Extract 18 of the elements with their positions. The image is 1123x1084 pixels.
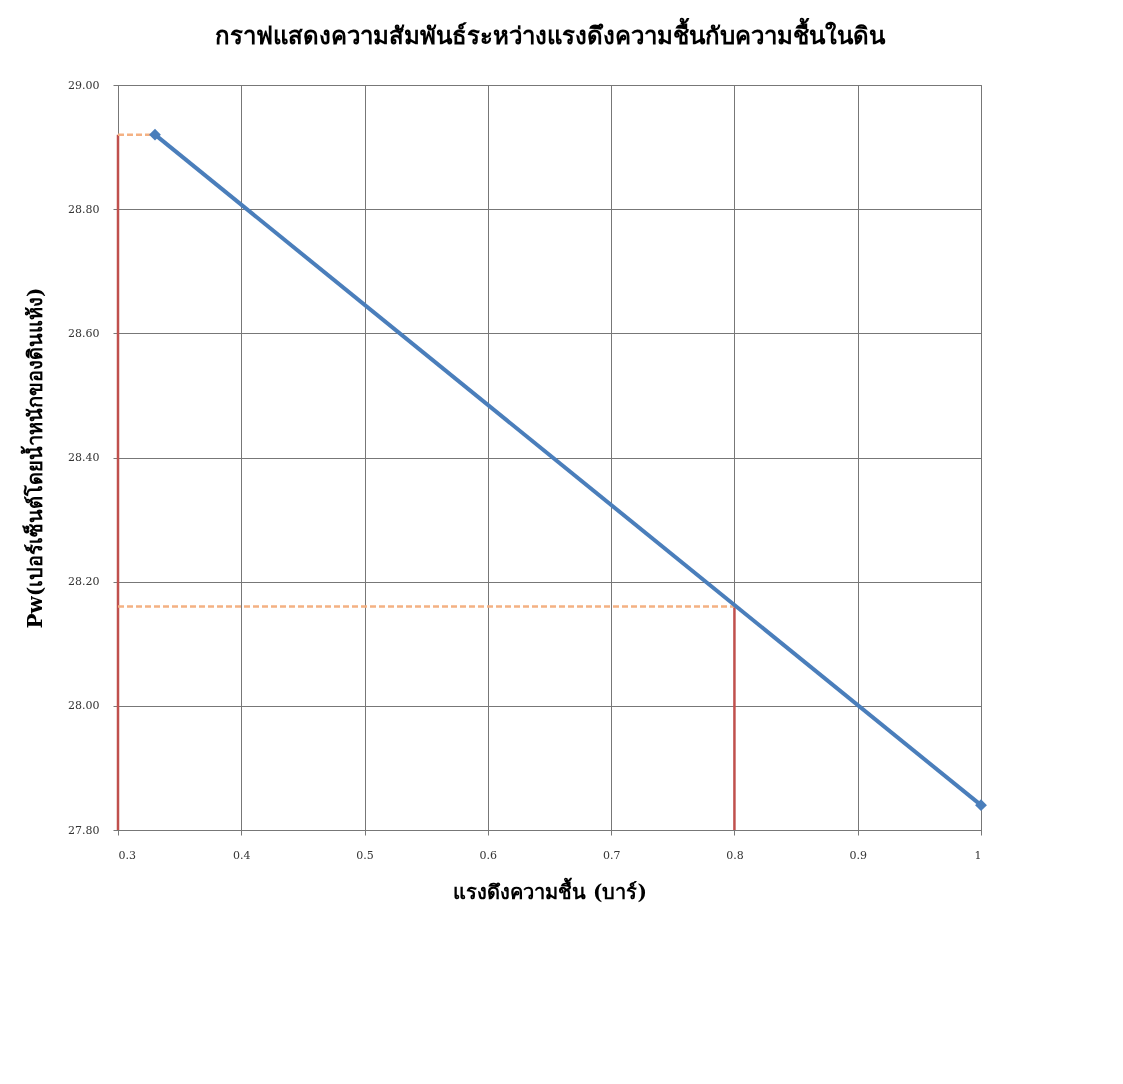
y-tick-label: 27.80 xyxy=(68,823,100,837)
x-axis-title: แรงดึงความชื้น (บาร์) xyxy=(453,876,647,904)
y-tick-label: 28.20 xyxy=(68,575,100,589)
y-axis-title: Pw(เปอร์เซ็นต์โดยน้ำหนักของดินแห้ง) xyxy=(20,287,48,629)
x-tick-label: 0.4 xyxy=(233,848,251,862)
x-tick-label: 1 xyxy=(974,848,982,862)
x-tick-label: 0.5 xyxy=(356,848,374,862)
chart-title: กราฟแสดงความสัมพันธ์ระหว่างแรงดึงความชื้นกับความชื้นในดิน xyxy=(214,17,886,50)
y-tick-label: 29.00 xyxy=(68,78,100,92)
x-tick-label: 0.3 xyxy=(118,848,136,862)
y-tick-label: 28.80 xyxy=(68,202,100,216)
x-tick-label: 0.9 xyxy=(849,848,867,862)
y-tick-label: 28.60 xyxy=(68,326,100,340)
y-tick-label: 28.40 xyxy=(68,451,100,464)
x-tick-label: 0.8 xyxy=(726,848,744,862)
x-tick-label: 0.7 xyxy=(602,848,621,862)
y-tick-label: 28.00 xyxy=(68,699,100,713)
x-tick-label: 0.6 xyxy=(479,848,498,862)
